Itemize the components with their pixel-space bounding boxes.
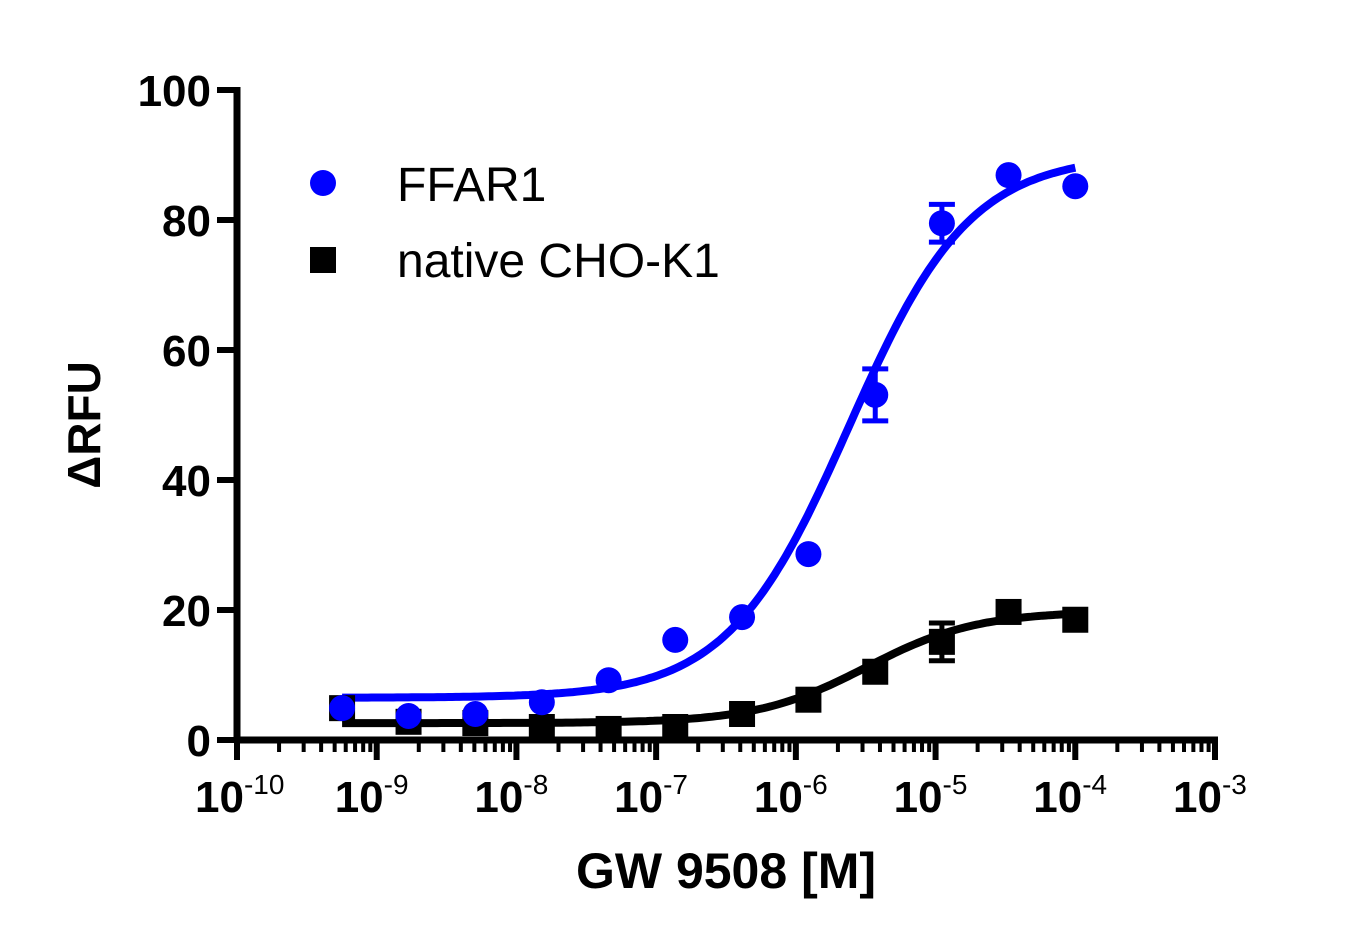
point-cho-k1 <box>662 714 689 740</box>
point-ffar1 <box>862 381 889 408</box>
y-tick-label: 80 <box>162 197 211 246</box>
legend-label-cho: native CHO-K1 <box>397 235 720 288</box>
legend-label-ffar1: FFAR1 <box>397 159 546 212</box>
x-tick-label: 10-8 <box>474 769 548 822</box>
x-tick-label: 10-3 <box>1173 769 1247 822</box>
fit-curve-cho-k1 <box>342 609 1076 728</box>
point-ffar1 <box>595 667 622 694</box>
legend-marker-ffar1 <box>310 170 336 196</box>
x-tick-label: 10-6 <box>754 769 828 822</box>
x-tick-label: 10-7 <box>614 769 688 822</box>
point-ffar1 <box>729 604 756 631</box>
point-ffar1 <box>462 701 489 727</box>
point-cho-k1 <box>995 598 1022 625</box>
x-tick-label: 10-4 <box>1033 769 1107 822</box>
x-tick-label: 10-10 <box>195 769 284 822</box>
point-ffar1 <box>662 626 689 653</box>
point-ffar1 <box>395 702 422 729</box>
y-tick-label: 40 <box>162 457 211 506</box>
point-cho-k1 <box>1062 606 1089 633</box>
x-axis-label: GW 9508 [M] <box>576 843 876 899</box>
y-tick-label: 20 <box>162 587 211 636</box>
point-cho-k1 <box>862 658 889 685</box>
point-ffar1 <box>528 689 555 716</box>
point-ffar1 <box>1062 173 1089 200</box>
y-tick-label: 60 <box>162 327 211 376</box>
y-tick-label: 100 <box>138 67 211 116</box>
point-ffar1 <box>795 541 822 568</box>
point-cho-k1 <box>795 686 822 713</box>
point-cho-k1 <box>528 714 555 740</box>
y-tick-label: 0 <box>187 717 211 766</box>
point-ffar1 <box>928 210 955 237</box>
legend-marker-cho <box>310 247 336 273</box>
legend: FFAR1 native CHO-K1 <box>310 159 720 288</box>
axes: 0 20 40 60 80 100 10-10 10-9 10-8 10-7 10-6 10-5 10-… <box>138 67 1247 822</box>
point-cho-k1 <box>928 628 955 655</box>
point-ffar1 <box>995 162 1022 189</box>
x-tick-label: 10-9 <box>335 769 409 822</box>
point-ffar1 <box>329 695 356 722</box>
fit-curve-ffar1 <box>342 163 1077 702</box>
y-axis-label: ΔRFU <box>58 361 110 489</box>
point-cho-k1 <box>729 701 756 727</box>
x-tick-label: 10-5 <box>894 769 968 822</box>
